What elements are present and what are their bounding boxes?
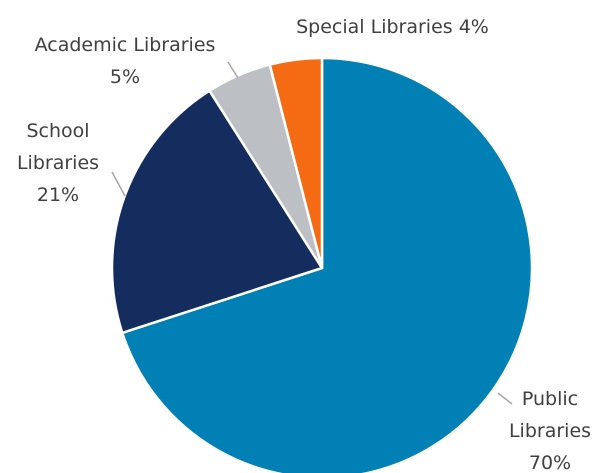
data-label: Academic Libraries 5% <box>15 29 235 93</box>
value-label: 21% <box>36 184 80 206</box>
leader-line <box>111 171 126 197</box>
pie-slice <box>268 56 324 270</box>
pie-slice <box>121 56 534 473</box>
category-label: Academic Libraries <box>34 34 216 56</box>
category-label: Special Libraries <box>296 16 453 38</box>
data-label: Special Libraries 4% <box>270 11 515 43</box>
pie-slice <box>110 89 324 335</box>
data-label: School Libraries 21% <box>5 115 111 211</box>
leader-line <box>497 392 513 405</box>
category-label: Public Libraries <box>508 388 592 442</box>
leader-line <box>227 61 239 79</box>
category-label: School Libraries <box>16 120 100 174</box>
value-label: 4% <box>458 16 489 38</box>
value-label: 5% <box>109 66 141 88</box>
value-label: 70% <box>528 452 572 473</box>
data-label: Public Libraries 70% <box>495 383 598 473</box>
